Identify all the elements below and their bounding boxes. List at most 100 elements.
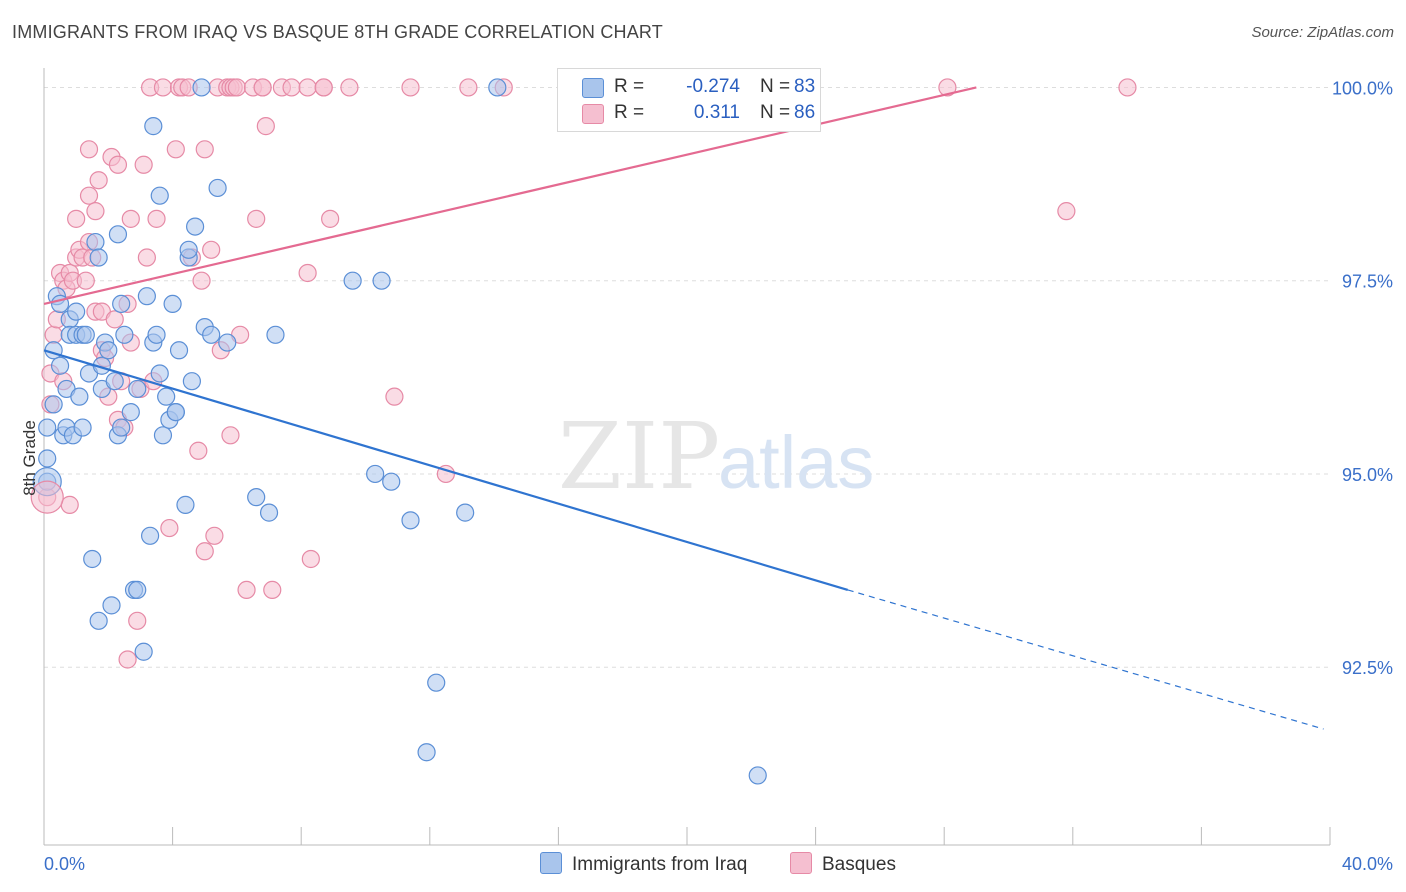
iraq-point [208,178,227,198]
iraq-point [44,395,63,414]
basques-point [321,209,340,228]
basques-point [79,140,99,159]
iraq-point [150,364,169,383]
basques-point [282,78,301,97]
iraq-point [748,766,767,785]
iraq-point [83,549,102,569]
basques-point [79,186,99,205]
y-tick-label: 97.5% [1342,272,1393,292]
x-tick-label: 40.0% [1342,854,1393,874]
iraq-point [372,271,391,290]
iraq-point [108,225,128,244]
correlation-legend: R = -0.274 N = 83 R = 0.311 N = 86 [557,68,821,132]
basques-point [938,78,957,97]
iraq-point [99,341,118,360]
iraq-point [86,232,105,252]
iraq-point [401,511,420,530]
iraq-point [366,464,385,484]
iraq-point [50,356,70,375]
legend-n-value: 83 [794,76,816,97]
iraq-point [192,78,211,97]
points-layer [30,78,1137,785]
basques-trend-line [43,86,977,305]
basques-point [137,248,156,267]
iraq-point [343,271,362,290]
iraq-point [128,580,147,600]
legend-n-label: N = [760,102,791,123]
basques-point [340,78,359,97]
iraq-point [488,78,507,97]
basques-point [192,271,211,290]
basques-point [459,78,478,97]
basques-point [195,140,214,159]
iraq-point [128,379,147,399]
iraq-point [134,642,153,661]
basques-point [1057,202,1076,221]
basques-point [205,526,224,545]
grid-layer [44,86,1330,668]
watermark-zip: ZIP [558,403,720,510]
iraq-point [218,333,237,352]
basques-point [1118,78,1137,97]
watermark-atlas: atlas [718,421,874,504]
basques-point [247,209,266,228]
iraq-point [89,248,108,267]
legend-n-value: 86 [794,102,816,123]
basques-point [44,325,63,344]
bottom-legend-label-basques: Basques [822,854,896,875]
iraq-point [417,743,436,762]
basques-point [108,155,128,174]
iraq-point [70,387,89,406]
iraq-point [427,673,446,692]
basques-point [128,611,147,630]
iraq-point [73,418,92,437]
iraq-point [266,325,285,344]
basques-point [86,202,105,221]
basques-point [221,426,240,445]
basques-point [134,155,153,174]
basques-point [256,117,275,136]
iraq-point [182,372,201,391]
iraq-point [382,472,401,491]
watermark: ZIP atlas [558,403,874,510]
iraq-point [38,418,57,437]
basques-point [298,78,317,97]
basques-point [60,495,79,514]
iraq-point [176,495,195,514]
basques-point [385,387,404,406]
iraq-point [186,217,205,236]
bottom-legend-basques: Basques [790,852,896,876]
bottom-legend-swatch-iraq [540,852,562,874]
basques-point [237,580,256,600]
bottom-legend-swatch-basques [790,852,812,874]
iraq-point [115,325,134,344]
label-layer: 92.5% 95.0% 97.5% 100.0% 0.0% 40.0% 8th Grade [20,78,1393,874]
basques-point [89,171,108,190]
iraq-point [169,341,189,360]
legend-r-value: 0.311 [693,102,740,123]
basques-point [67,209,86,228]
legend-swatch-iraq [582,78,604,98]
iraq-point [140,526,160,545]
iraq-point [137,287,156,306]
legend-swatch-basques [582,104,604,124]
basques-point [227,78,246,97]
y-tick-label: 95.0% [1342,465,1393,485]
basques-point [160,518,179,538]
y-axis-label: 8th Grade [20,420,39,496]
iraq-point [121,403,140,422]
basques-point [166,140,185,159]
basques-point [298,263,317,283]
iraq-point [456,503,475,522]
chart-title: IMMIGRANTS FROM IRAQ VS BASQUE 8TH GRADE… [12,22,664,42]
basques-point [118,650,137,669]
iraq-trend-line [43,349,849,591]
basques-point [401,78,420,97]
iraq-point [112,418,131,437]
iraq-point [166,403,185,422]
iraq-point [102,596,121,615]
basques-point [121,209,140,228]
iraq-point [150,186,169,205]
basques-point [195,542,214,561]
basques-point [263,580,282,600]
